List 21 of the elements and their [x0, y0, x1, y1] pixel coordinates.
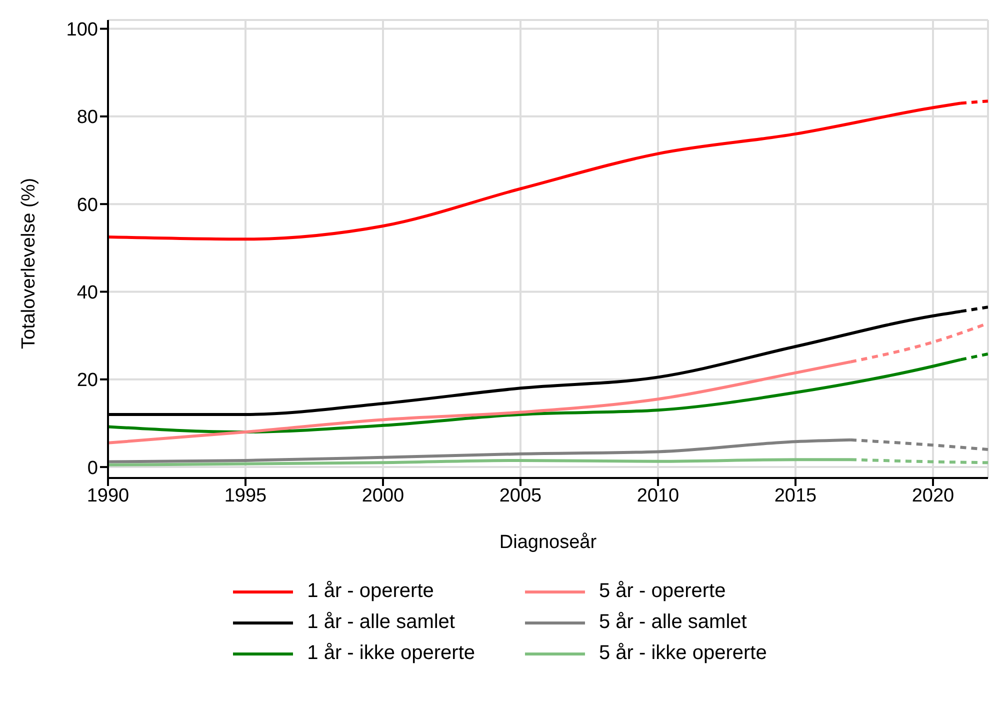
x-tick-label: 2015	[774, 485, 817, 506]
y-tick-label: 20	[76, 370, 98, 392]
x-tick-label: 2020	[912, 485, 954, 506]
legend-label: 5 år - opererte	[599, 580, 726, 603]
legend-label: 5 år - ikke opererte	[599, 642, 767, 665]
x-tick-label: 1990	[86, 485, 130, 506]
x-tick-label: 2000	[362, 485, 404, 506]
y-tick-label: 40	[76, 282, 98, 304]
x-tick-label: 1995	[224, 485, 267, 506]
y-tick-label: 0	[87, 458, 98, 479]
y-tick-label: 80	[76, 107, 98, 128]
y-tick-label: 60	[76, 194, 98, 216]
x-axis-title: Diagnoseår	[499, 532, 598, 553]
x-tick-label: 2005	[499, 485, 542, 506]
legend-label: 1 år - alle samlet	[307, 611, 455, 634]
legend-label: 1 år - opererte	[307, 580, 434, 603]
x-tick-label: 2010	[636, 485, 680, 506]
legend-label: 5 år - alle samlet	[599, 611, 747, 634]
y-tick-label: 100	[66, 20, 98, 41]
y-axis-title: Totaloverlevelse (%)	[18, 178, 40, 349]
legend-label: 1 år - ikke opererte	[307, 642, 475, 665]
